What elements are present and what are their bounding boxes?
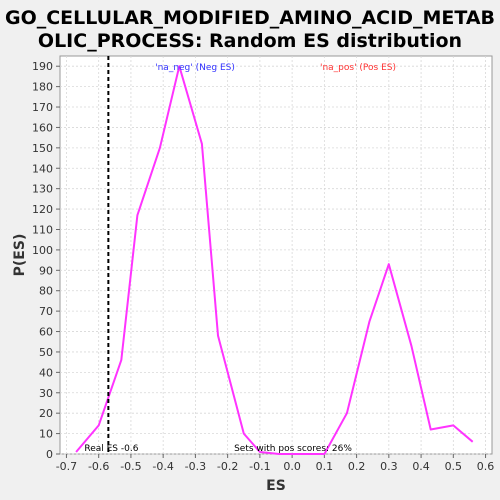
x-tick-label: 0.5 [445, 460, 463, 473]
y-tick-label: 120 [32, 203, 53, 216]
y-tick-label: 80 [39, 285, 53, 298]
legend: 'na_neg' (Neg ES) 'na_pos' (Pos ES) [155, 63, 396, 73]
real-es-label: Real ES -0.6 [84, 444, 138, 454]
y-axis: 0 10 20 30 40 50 60 70 80 90 100 110 120 130 140 150 160… [32, 60, 60, 461]
y-tick-label: 0 [46, 448, 53, 461]
series-group [75, 65, 474, 455]
series-line [75, 65, 474, 455]
grid [60, 56, 492, 455]
legend-entry: 'na_neg' (Neg ES) [155, 63, 235, 73]
y-tick-label: 150 [32, 142, 53, 155]
y-tick-label: 190 [32, 60, 53, 73]
x-tick-label: -0.5 [120, 460, 141, 473]
y-tick-label: 90 [39, 264, 53, 277]
y-tick-label: 160 [32, 121, 53, 134]
x-tick-label: 0.0 [283, 460, 301, 473]
chart-title: GO_CELLULAR_MODIFIED_AMINO_ACID_METABOLI… [5, 7, 495, 52]
x-axis-label: ES [266, 478, 286, 494]
x-tick-label: -0.4 [152, 460, 173, 473]
y-tick-label: 40 [39, 366, 53, 379]
x-tick-label: 0.1 [316, 460, 334, 473]
x-tick-label: -0.3 [185, 460, 206, 473]
plot-area [59, 55, 493, 455]
x-axis: -0.7 -0.6 -0.5 -0.4 -0.3 -0.2 -0.1 0.0 0.1 0.2 0.3… [56, 454, 495, 473]
y-tick-label: 170 [32, 101, 53, 114]
title-line: OLIC_PROCESS: Random ES distribution [38, 30, 462, 52]
x-tick-label: -0.6 [88, 460, 109, 473]
y-tick-label: 10 [39, 428, 53, 441]
legend-entry: 'na_pos' (Pos ES) [320, 63, 396, 73]
y-tick-label: 30 [39, 387, 53, 400]
y-tick-label: 110 [32, 223, 53, 236]
x-tick-label: 0.3 [380, 460, 398, 473]
x-tick-label: 0.2 [348, 460, 366, 473]
real-es-group: Real ES -0.6 [84, 56, 139, 454]
x-tick-label: -0.7 [56, 460, 77, 473]
x-tick-label: -0.2 [217, 460, 238, 473]
y-tick-label: 60 [39, 326, 53, 339]
y-tick-label: 130 [32, 183, 53, 196]
y-tick-label: 70 [39, 305, 53, 318]
title-line: GO_CELLULAR_MODIFIED_AMINO_ACID_METAB [5, 7, 495, 29]
y-tick-label: 140 [32, 162, 53, 175]
y-tick-label: 50 [39, 346, 53, 359]
pos-scores-annotation: Sets with pos scores: 26% [234, 444, 352, 454]
x-tick-label: 0.4 [412, 460, 430, 473]
y-tick-label: 180 [32, 81, 53, 94]
y-tick-label: 100 [32, 244, 53, 257]
x-tick-label: 0.6 [477, 460, 495, 473]
x-tick-label: -0.1 [249, 460, 270, 473]
y-tick-label: 20 [39, 407, 53, 420]
y-axis-label: P(ES) [12, 234, 28, 277]
